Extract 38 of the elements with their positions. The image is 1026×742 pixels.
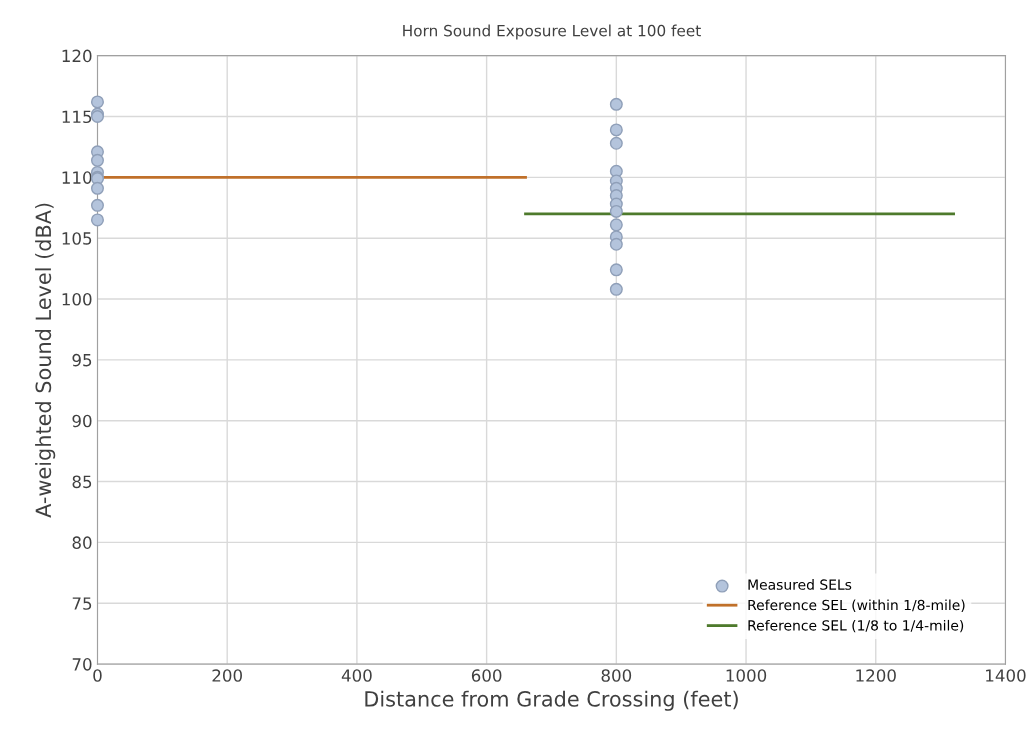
y-tick-label: 95 bbox=[72, 353, 92, 367]
x-tick-label: 200 bbox=[212, 669, 242, 682]
y-axis-title: A-weighted Sound Level (dBA) bbox=[35, 203, 56, 518]
y-tick-label: 90 bbox=[72, 414, 92, 428]
y-tick-label: 105 bbox=[62, 232, 92, 245]
x-tick-label: 1000 bbox=[726, 669, 767, 682]
point bbox=[90, 95, 104, 109]
x-tick-label: 800 bbox=[601, 669, 632, 682]
point bbox=[90, 198, 104, 212]
point bbox=[90, 213, 104, 227]
y-tick-label: 110 bbox=[62, 171, 92, 184]
x-axis-title: Distance from Grade Crossing (feet) bbox=[365, 690, 738, 711]
x-tick-label: 600 bbox=[471, 669, 502, 682]
point bbox=[609, 237, 623, 251]
point bbox=[90, 153, 104, 167]
chart-title: Horn Sound Exposure Level at 100 feet bbox=[403, 24, 701, 40]
point bbox=[609, 123, 623, 137]
legend-label: Reference SEL (within 1/8-mile) bbox=[748, 599, 965, 612]
x-tick-label: 1400 bbox=[986, 669, 1026, 682]
point bbox=[90, 181, 104, 195]
y-tick-label: 120 bbox=[62, 49, 92, 63]
x-tick-label: 0 bbox=[93, 669, 102, 682]
y-tick-label: 75 bbox=[72, 597, 92, 610]
point bbox=[609, 97, 623, 111]
x-tick-label: 400 bbox=[341, 669, 372, 682]
y-tick-label: 115 bbox=[62, 110, 92, 124]
legend-label: Measured SELs bbox=[748, 579, 852, 590]
y-tick-label: 70 bbox=[72, 658, 92, 671]
y-tick-label: 85 bbox=[72, 475, 92, 489]
y-tick-label: 80 bbox=[72, 536, 92, 549]
point bbox=[609, 263, 623, 277]
point bbox=[609, 204, 623, 218]
point bbox=[609, 218, 623, 232]
point bbox=[609, 136, 623, 150]
y-tick-label: 100 bbox=[62, 292, 92, 306]
x-tick-label: 1200 bbox=[856, 669, 896, 682]
legend-label: Reference SEL (1/8 to 1/4-mile) bbox=[748, 619, 964, 633]
point bbox=[609, 282, 623, 296]
